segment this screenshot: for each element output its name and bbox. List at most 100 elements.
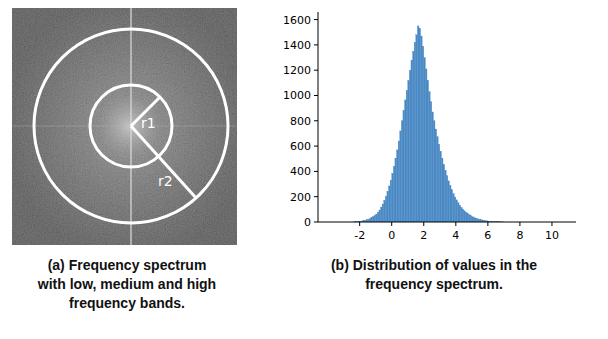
x-tick-label: 6: [484, 229, 491, 242]
histogram-bar: [403, 111, 405, 222]
histogram-bar: [459, 205, 461, 222]
histogram-bar: [461, 207, 463, 222]
histogram-bar: [393, 166, 395, 222]
y-tick-label: 800: [290, 115, 311, 128]
spectrum-glow: [12, 8, 237, 245]
histogram-bar: [448, 181, 450, 222]
histogram-bar: [395, 158, 397, 222]
histogram-bar: [473, 217, 475, 222]
radius-label: r2: [158, 173, 173, 189]
histogram-bar: [443, 164, 445, 222]
x-tick-label: 4: [452, 229, 459, 242]
x-tick: [519, 222, 520, 226]
y-tick-label: 1400: [283, 39, 311, 52]
spectrum-axis-line: [12, 126, 237, 127]
histogram-bar: [419, 28, 421, 222]
y-tick: [314, 146, 318, 147]
histogram-bar: [400, 131, 402, 222]
histogram-bar: [374, 215, 376, 222]
x-tick: [551, 222, 552, 226]
histogram-bar: [376, 214, 378, 222]
x-tick-label: 10: [545, 229, 559, 242]
histogram-bar: [372, 216, 374, 222]
histogram-bar: [408, 80, 410, 222]
y-tick-label: 400: [290, 165, 311, 178]
histogram-bar: [380, 207, 382, 222]
x-tick: [423, 222, 424, 226]
histogram-bar: [411, 60, 413, 222]
histogram-bar: [429, 92, 431, 222]
x-tick-label: 8: [516, 229, 523, 242]
histogram-bar: [390, 180, 392, 222]
histogram-bar: [472, 217, 474, 222]
y-axis-line: [318, 12, 319, 222]
histogram-bar: [414, 42, 416, 222]
histogram-bar: [457, 203, 459, 222]
y-tick-label: 600: [290, 140, 311, 153]
histogram-bar: [464, 211, 466, 222]
histogram-bar: [413, 51, 415, 222]
histogram-bar: [379, 210, 381, 222]
histogram-bar: [417, 26, 419, 222]
histogram-bar: [409, 70, 411, 222]
histogram-bar: [432, 112, 434, 222]
histogram-bar: [462, 209, 464, 222]
y-tick: [314, 196, 318, 197]
spectrum-background: [12, 8, 237, 245]
x-tick-label: 0: [388, 229, 395, 242]
y-tick-label: 1000: [283, 89, 311, 102]
caption: (a) Frequency spectrum with low, medium …: [32, 256, 222, 313]
histogram-bar: [401, 121, 403, 222]
histogram-bar: [389, 186, 391, 222]
band-circle: [34, 29, 228, 223]
histogram-bar: [451, 190, 453, 222]
y-tick: [314, 222, 318, 223]
histogram-bar: [465, 212, 467, 222]
histogram-bar: [377, 212, 379, 222]
radius-line: [131, 126, 196, 198]
histogram-bar: [435, 129, 437, 222]
histogram-bar: [438, 144, 440, 222]
histogram-bar: [441, 158, 443, 222]
histogram-bar: [382, 204, 384, 222]
x-tick: [487, 222, 488, 226]
histogram-bar: [469, 215, 471, 222]
histogram-bar: [424, 58, 426, 222]
histogram-bars: [353, 26, 504, 222]
histogram-bar: [453, 194, 455, 222]
histogram-bar: [371, 218, 373, 222]
y-tick: [314, 120, 318, 121]
histogram-bar: [416, 35, 418, 222]
x-tick: [391, 222, 392, 226]
histogram-bar: [385, 196, 387, 222]
histogram-bar: [422, 46, 424, 222]
histogram-bar: [475, 218, 477, 222]
y-tick: [314, 44, 318, 45]
y-tick: [314, 95, 318, 96]
histogram-bar: [392, 173, 394, 222]
histogram-bar: [369, 218, 371, 222]
histogram-bar: [430, 102, 432, 222]
x-axis-line: [318, 222, 576, 223]
histogram-bar: [470, 216, 472, 222]
histogram-bar: [384, 200, 386, 222]
histogram-bar: [425, 69, 427, 222]
radius-label: r1: [141, 115, 156, 131]
x-tick-label: -2: [354, 229, 365, 242]
y-tick: [314, 70, 318, 71]
y-tick-label: 0: [304, 216, 311, 229]
histogram-bar: [427, 80, 429, 222]
spectrum-noise: [12, 8, 237, 245]
spectrum-image: [12, 8, 237, 245]
histogram-bar: [445, 170, 447, 222]
x-tick: [359, 222, 360, 226]
histogram-bar: [467, 214, 469, 222]
y-tick: [314, 171, 318, 172]
histogram-bar: [446, 176, 448, 222]
histogram-bar: [387, 192, 389, 222]
histogram-bar: [449, 185, 451, 222]
histogram-bar: [397, 150, 399, 222]
histogram-bar: [456, 200, 458, 222]
histogram-bar: [437, 137, 439, 222]
y-tick-label: 1600: [283, 14, 311, 27]
